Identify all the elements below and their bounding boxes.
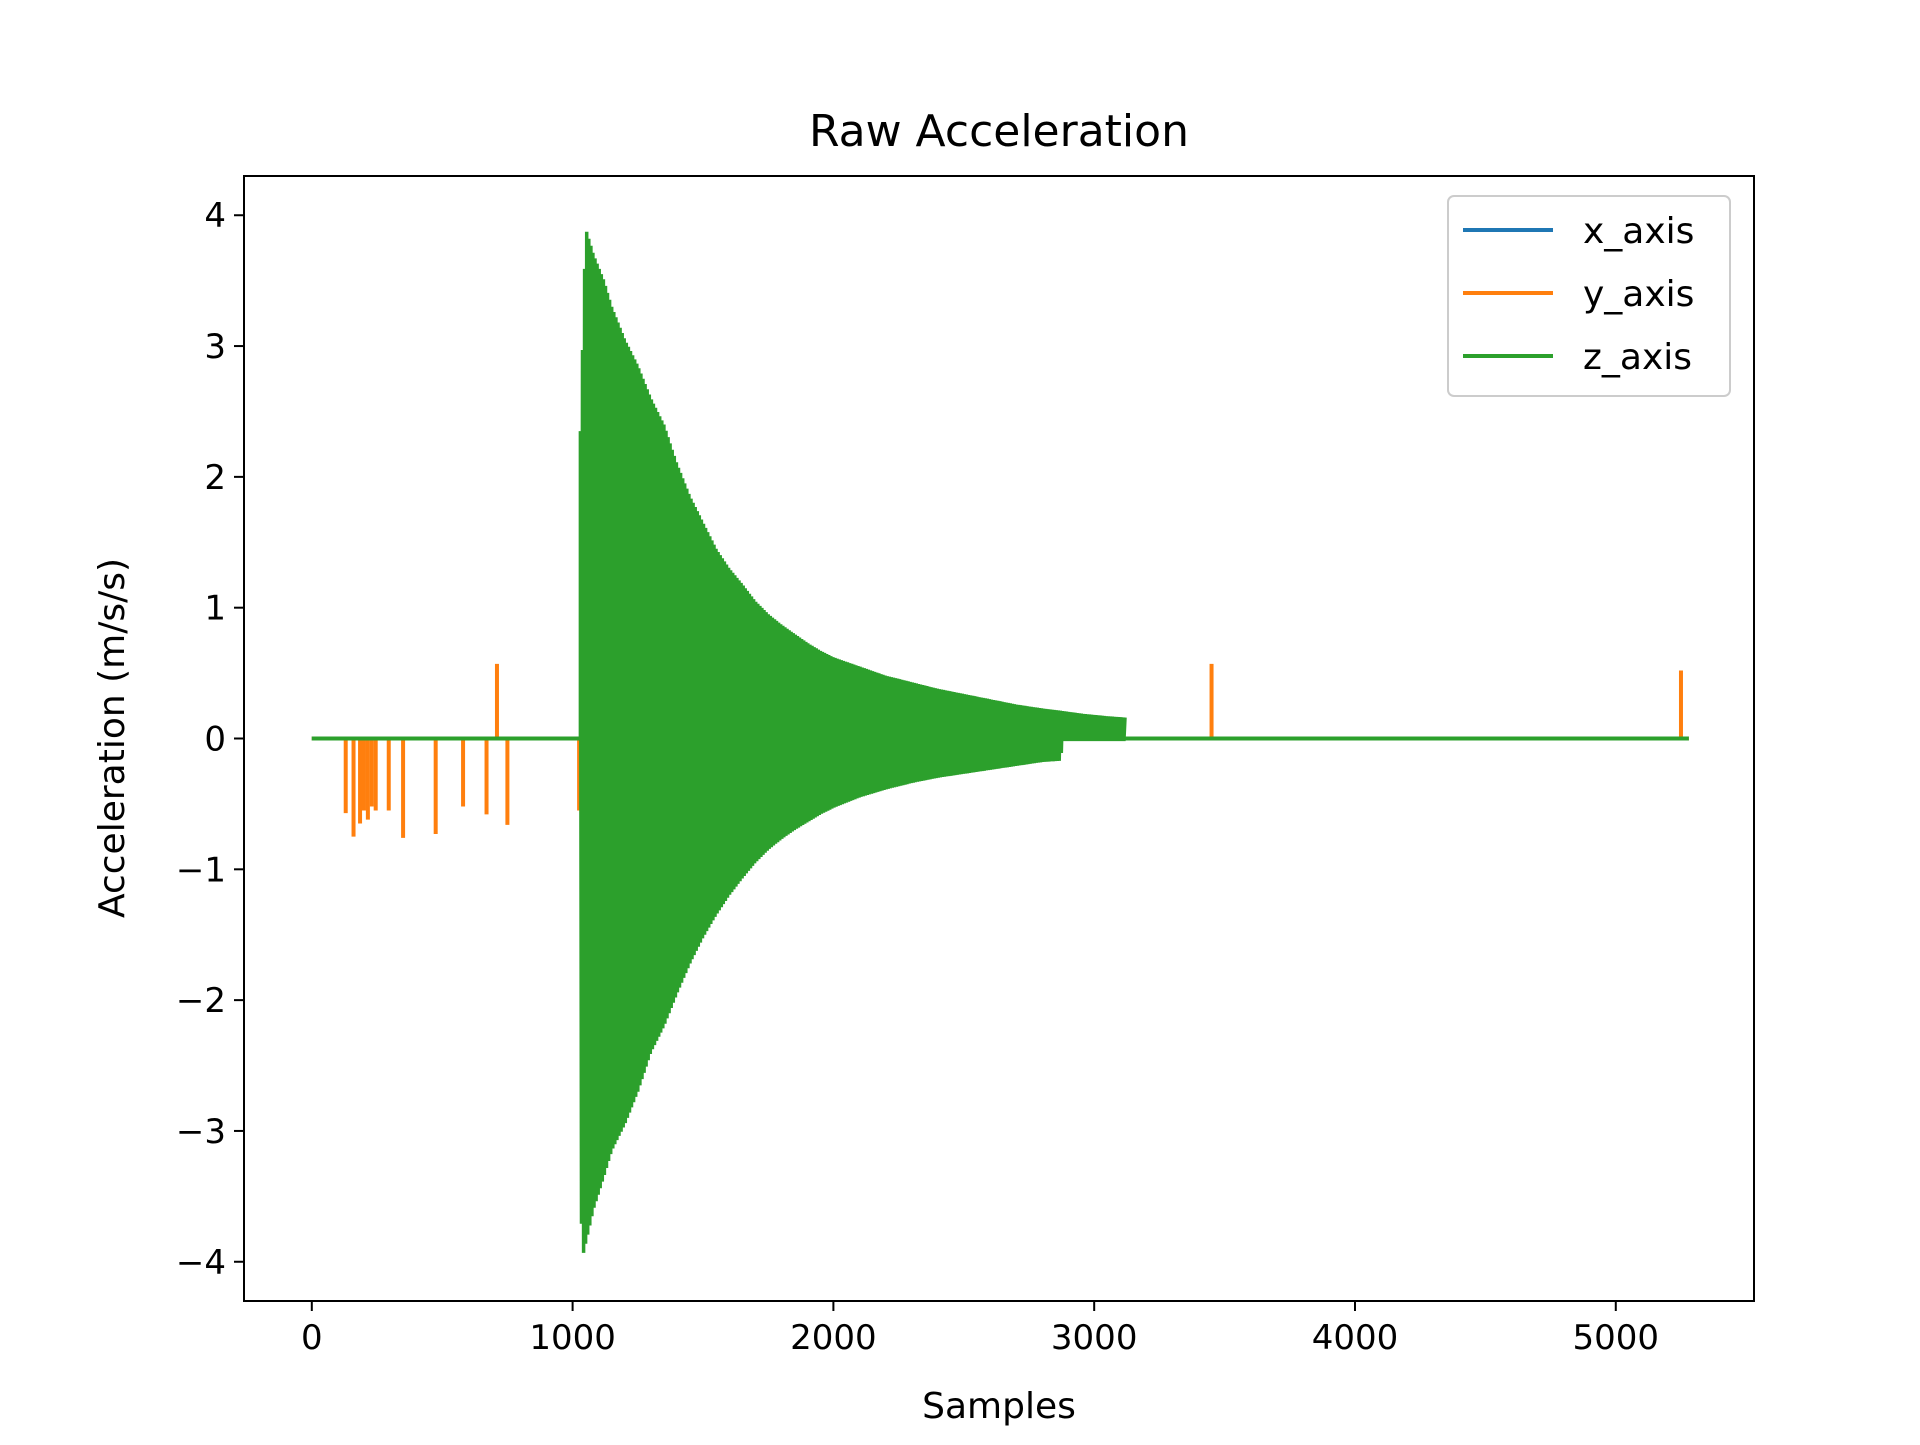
x-tick-label: 0 bbox=[301, 1318, 323, 1358]
x-tick-label: 2000 bbox=[790, 1318, 877, 1358]
y-tick-label: −2 bbox=[176, 981, 226, 1021]
axis-ticks: 0 1000 2000 3000 4000 5000 −4 −3 −2 −1 0 1 2 3 4 bbox=[176, 196, 1659, 1358]
y-tick-label: −1 bbox=[176, 850, 226, 890]
series-burst-z-axis bbox=[578, 231, 1127, 1253]
x-tick-label: 1000 bbox=[529, 1318, 616, 1358]
legend-box bbox=[1447, 195, 1731, 397]
legend-label-y-axis: y_axis bbox=[1583, 274, 1694, 315]
y-tick-label: 3 bbox=[204, 327, 226, 367]
chart-title: Raw Acceleration bbox=[809, 106, 1189, 157]
y-tick-label: 1 bbox=[204, 589, 226, 629]
x-axis-label: Samples bbox=[922, 1386, 1076, 1427]
y-tick-label: 0 bbox=[204, 720, 226, 760]
series-z-axis bbox=[311, 231, 1689, 1253]
x-tick-label: 4000 bbox=[1312, 1318, 1399, 1358]
y-tick-label: 2 bbox=[204, 458, 226, 498]
x-tick-label: 5000 bbox=[1573, 1318, 1660, 1358]
y-tick-label: −3 bbox=[176, 1112, 226, 1152]
legend-label-z-axis: z_axis bbox=[1583, 337, 1692, 378]
y-tick-label: −4 bbox=[176, 1243, 226, 1283]
y-axis-label: Acceleration (m/s/s) bbox=[92, 558, 133, 918]
legend: x_axis y_axis z_axis bbox=[1447, 195, 1731, 397]
plot-area bbox=[311, 231, 1689, 1253]
x-tick-label: 3000 bbox=[1051, 1318, 1138, 1358]
legend-label-x-axis: x_axis bbox=[1583, 211, 1694, 252]
y-tick-label: 4 bbox=[204, 196, 226, 236]
